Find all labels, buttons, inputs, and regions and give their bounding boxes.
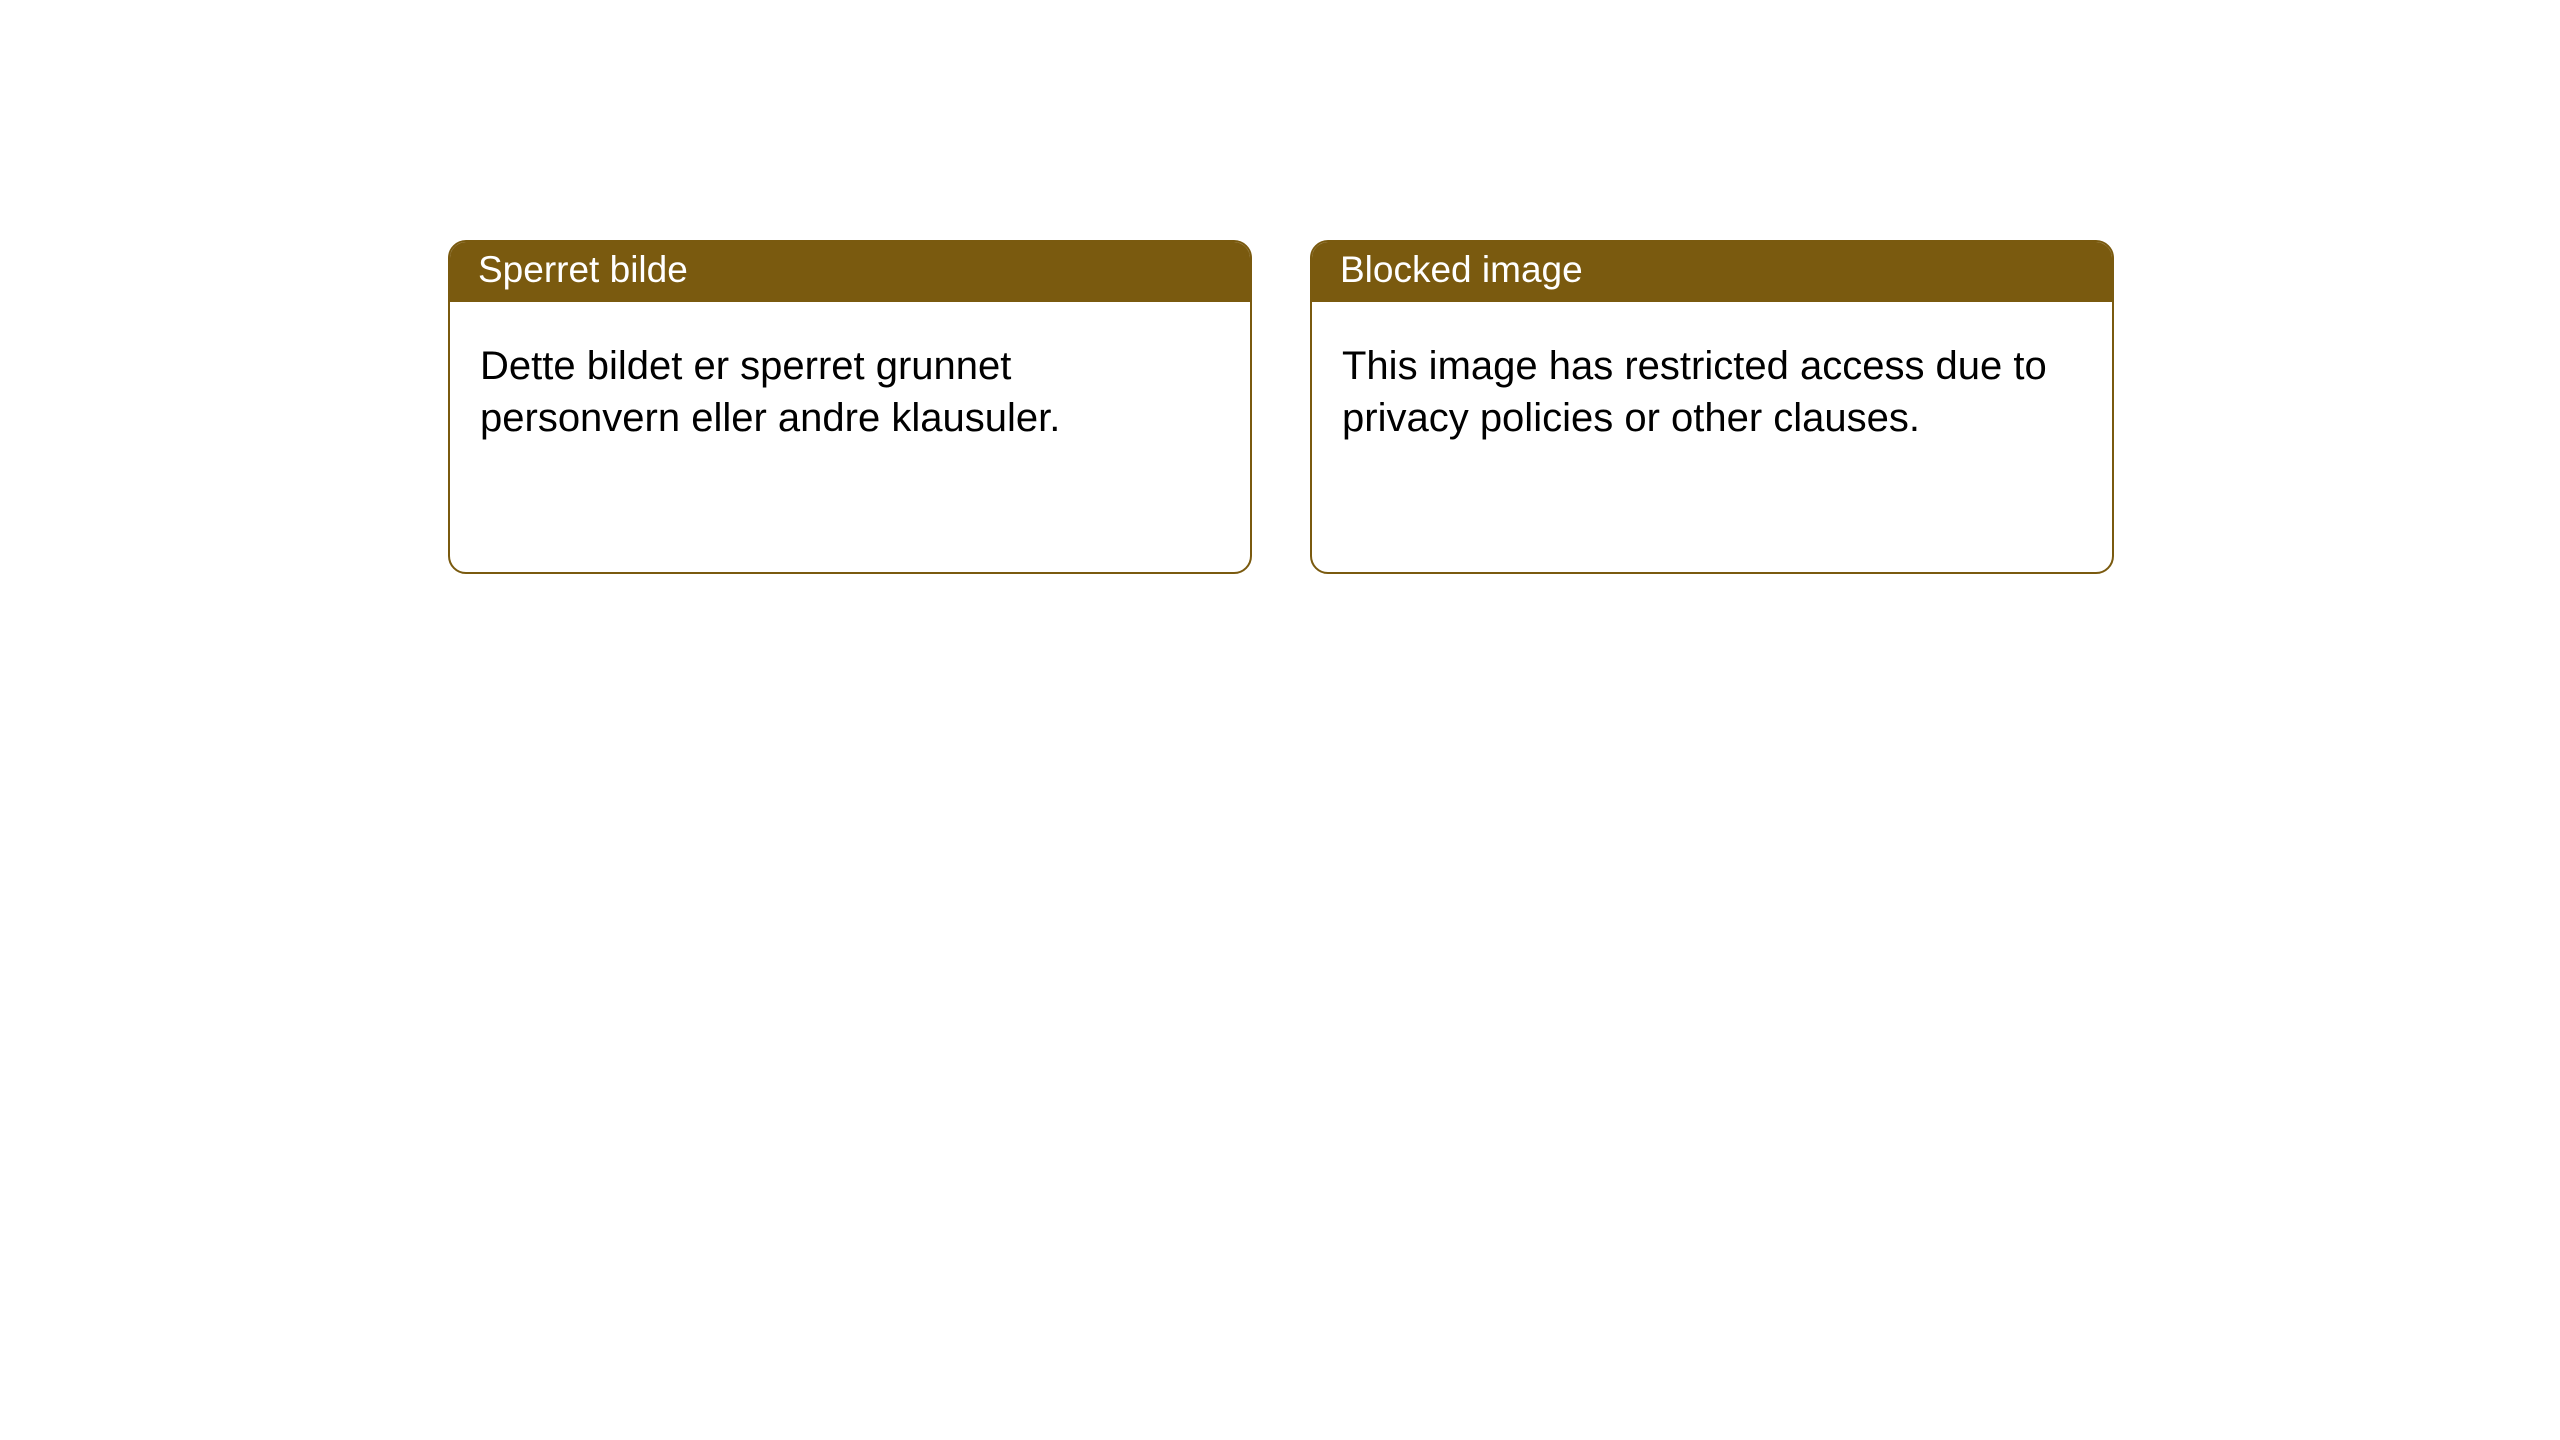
notice-card-no: Sperret bilde Dette bildet er sperret gr… [448, 240, 1252, 574]
notice-card-en: Blocked image This image has restricted … [1310, 240, 2114, 574]
notice-card-header: Sperret bilde [450, 242, 1250, 302]
notice-card-body: This image has restricted access due to … [1312, 302, 2112, 474]
notice-container: Sperret bilde Dette bildet er sperret gr… [0, 0, 2560, 574]
notice-card-body: Dette bildet er sperret grunnet personve… [450, 302, 1250, 474]
notice-card-header: Blocked image [1312, 242, 2112, 302]
